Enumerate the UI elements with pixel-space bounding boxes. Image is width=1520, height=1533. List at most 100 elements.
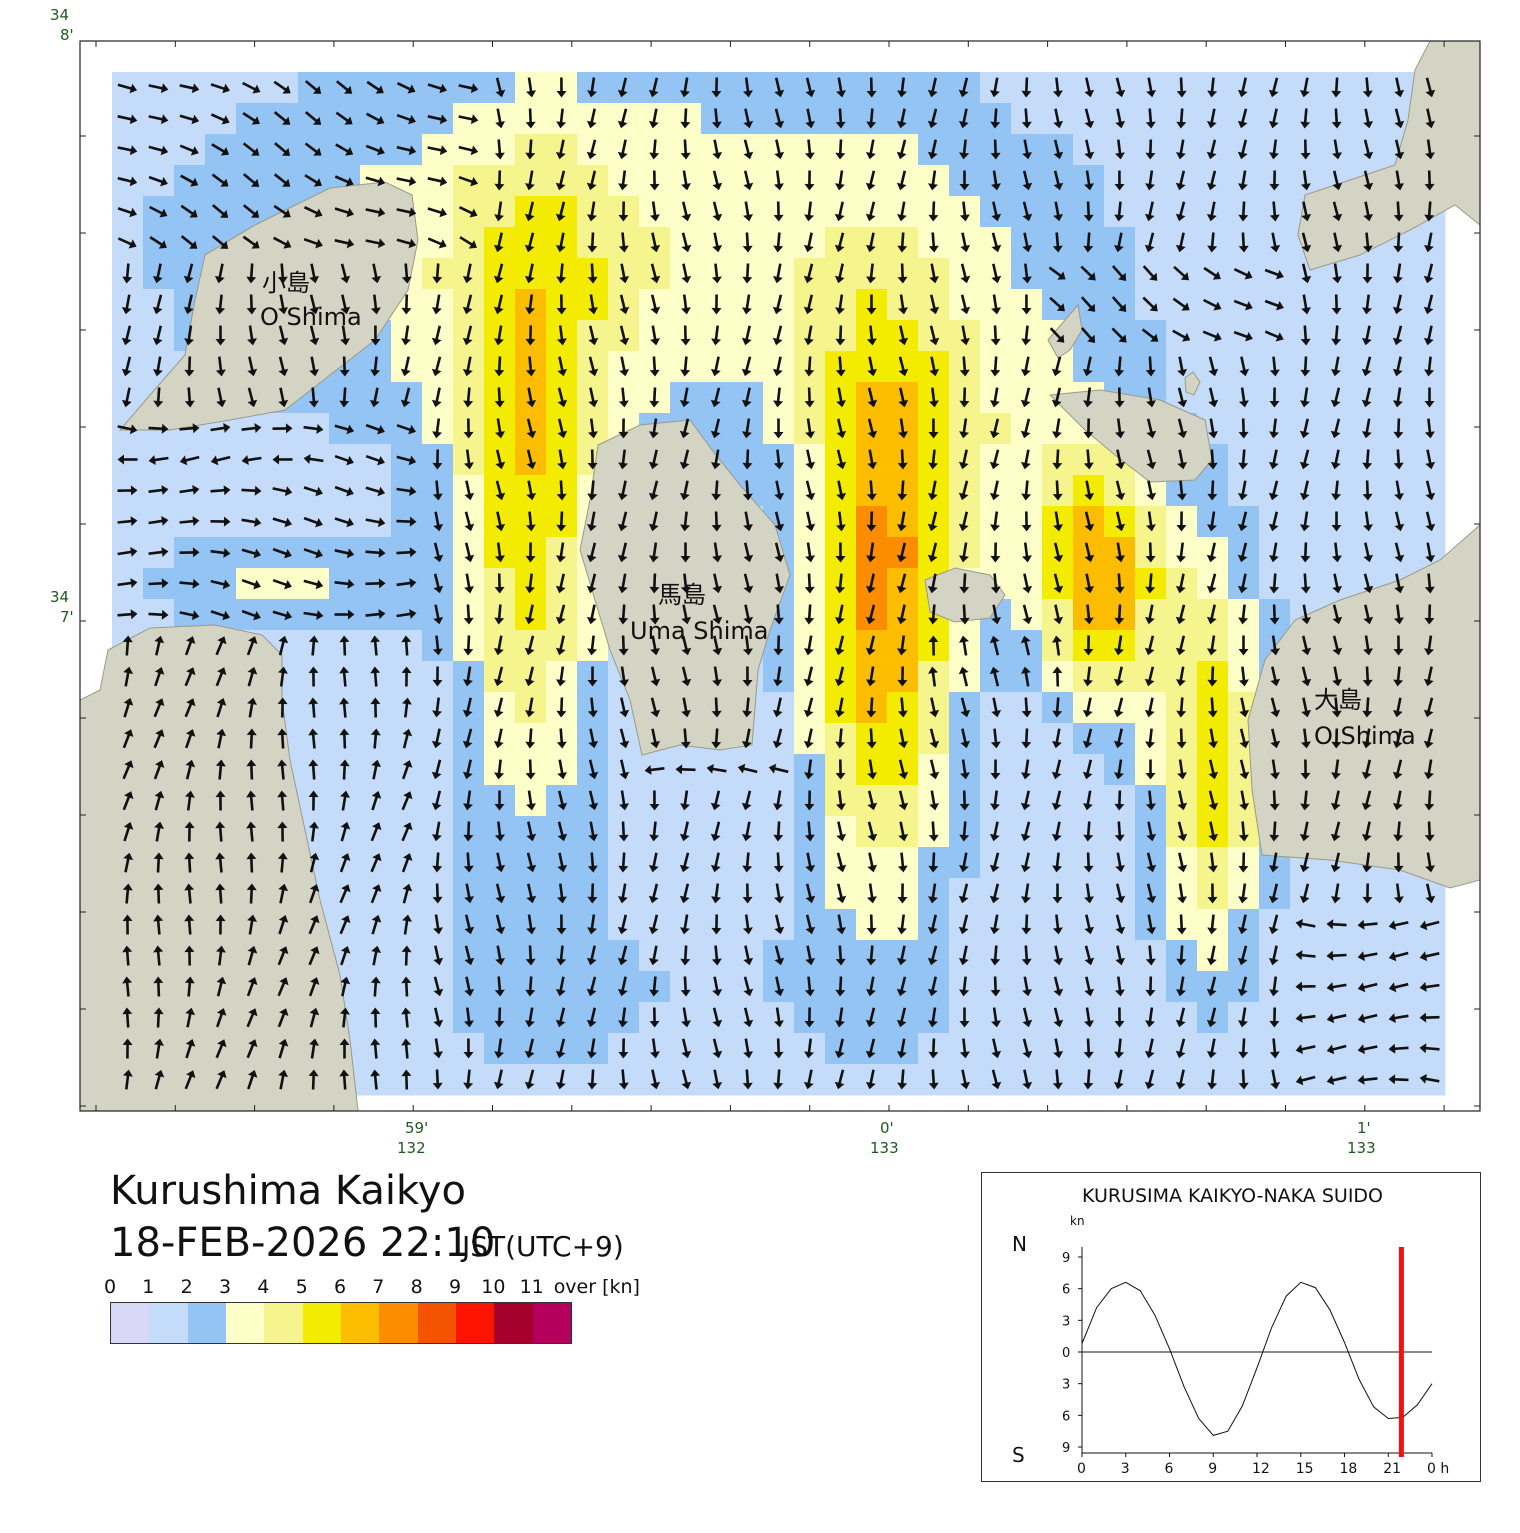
current-arrow-shaft (1179, 108, 1184, 125)
current-arrow-shaft (807, 139, 812, 156)
current-arrow-shaft (311, 763, 316, 780)
tide-y-tick-label: 3 (1062, 1378, 1070, 1393)
current-arrow-shaft (653, 573, 657, 590)
current-arrow-shaft (683, 356, 688, 373)
current-arrow-shaft (1086, 604, 1091, 621)
current-arrow-shaft (559, 728, 564, 745)
current-arrow-shaft (962, 201, 967, 218)
current-arrow-shaft (590, 480, 595, 497)
legend-color-cell (187, 1303, 226, 1343)
legend-color-cell (149, 1303, 188, 1343)
current-arrow-shaft (838, 976, 843, 993)
current-arrow-shaft (342, 763, 347, 780)
current-arrow-shaft (590, 232, 595, 249)
current-arrow-shaft (746, 449, 750, 466)
current-arrow-shaft (1334, 542, 1339, 559)
current-arrow-shaft (869, 325, 874, 342)
island-label-en-oshima-small: O Shima (260, 303, 362, 331)
island-label-en-oshima-large: O Shima (1314, 722, 1416, 750)
current-arrow-shaft (188, 356, 192, 373)
current-arrow-shaft (621, 604, 626, 621)
current-arrow-shaft (560, 697, 564, 714)
current-arrow-shaft (466, 387, 471, 404)
current-arrow-shaft (497, 976, 502, 993)
current-arrow-shaft (1303, 108, 1308, 125)
current-arrow-shaft (1148, 542, 1152, 559)
current-arrow-shaft (125, 1011, 130, 1028)
current-arrow-shaft (1334, 480, 1339, 497)
current-arrow-shaft (1179, 77, 1184, 94)
current-arrow-shaft (365, 582, 382, 586)
current-arrow-shaft (559, 511, 564, 528)
current-arrow-shaft (1365, 666, 1370, 683)
current-arrow-shaft (652, 139, 657, 156)
current-arrow-shaft (435, 1069, 440, 1086)
current-arrow-shaft (156, 856, 161, 873)
tide-y-tick-label: 0 (1062, 1346, 1070, 1361)
current-arrow-shaft (1025, 914, 1029, 931)
current-arrow-shaft (218, 825, 223, 842)
current-arrow-shaft (621, 635, 625, 652)
current-arrow-shaft (931, 852, 936, 869)
current-arrow-shaft (807, 356, 812, 373)
current-arrow-shaft (342, 1011, 347, 1028)
current-arrow-shaft (343, 732, 347, 749)
current-arrow-shaft (1334, 108, 1339, 125)
current-arrow-shaft (218, 763, 223, 780)
current-arrow-shaft (838, 945, 843, 962)
current-arrow-shaft (621, 387, 626, 404)
current-arrow-shaft (590, 263, 595, 280)
current-arrow-shaft (900, 1069, 905, 1086)
current-arrow-shaft (148, 612, 165, 617)
tide-chart: KURUSIMA KAIKYO-NAKA SUIDO kn N S 9 6 3 0 3 6… (1012, 1185, 1449, 1477)
current-arrow-shaft (466, 852, 471, 869)
current-arrow-shaft (838, 573, 843, 590)
current-arrow-shaft (528, 945, 533, 962)
current-arrow-shaft (1334, 325, 1339, 342)
current-arrow-shaft (117, 519, 134, 524)
current-arrow-shaft (125, 263, 130, 280)
current-arrow-shaft (1396, 821, 1401, 838)
current-arrow-shaft (404, 980, 409, 997)
current-arrow-shaft (993, 573, 998, 590)
current-arrow-shaft (869, 480, 874, 497)
current-arrow-shaft (373, 670, 378, 687)
current-arrow-shaft (869, 914, 873, 931)
lon-label-min-3: 1' (1357, 1119, 1371, 1137)
legend-tick-label: 8 (410, 1276, 423, 1298)
legend-tick-label: 4 (257, 1276, 270, 1298)
current-arrow-shaft (1086, 201, 1091, 218)
current-arrow-shaft (1427, 790, 1432, 807)
current-arrow-shaft (373, 356, 378, 373)
current-arrow-shaft (1427, 356, 1432, 373)
current-arrow-shaft (157, 887, 161, 904)
current-arrow-shaft (683, 511, 688, 528)
tide-x-tick-label: 3 (1121, 1461, 1130, 1477)
current-arrow-shaft (497, 759, 502, 776)
current-arrow-shaft (838, 356, 843, 373)
current-arrow-shaft (528, 108, 532, 125)
legend-tick-label: 3 (218, 1276, 232, 1298)
current-arrow-shaft (117, 612, 134, 617)
current-arrow-shaft (1086, 232, 1091, 249)
legend-tick-label: 5 (295, 1276, 308, 1298)
current-arrow-shaft (869, 697, 874, 714)
current-arrow-shaft (714, 945, 719, 962)
current-arrow-shaft (683, 728, 688, 745)
current-arrow-shaft (931, 604, 936, 621)
current-arrow-shaft (373, 639, 378, 656)
current-arrow-shaft (280, 794, 285, 811)
tide-x-tick-label: 18 (1340, 1461, 1358, 1477)
current-arrow-shaft (932, 1038, 936, 1055)
current-arrow-shaft (590, 697, 595, 714)
current-arrow-shaft (714, 697, 719, 714)
current-arrow-shaft (1303, 573, 1308, 590)
current-arrow-shaft (776, 387, 781, 404)
current-arrow-shaft (497, 139, 502, 156)
current-arrow-shaft (869, 728, 874, 745)
current-arrow-shaft (1210, 1069, 1215, 1086)
current-arrow-shaft (559, 263, 564, 280)
current-arrow-shaft (365, 612, 382, 617)
current-arrow-shaft (1303, 325, 1308, 342)
legend-tick-label: 7 (372, 1276, 385, 1298)
